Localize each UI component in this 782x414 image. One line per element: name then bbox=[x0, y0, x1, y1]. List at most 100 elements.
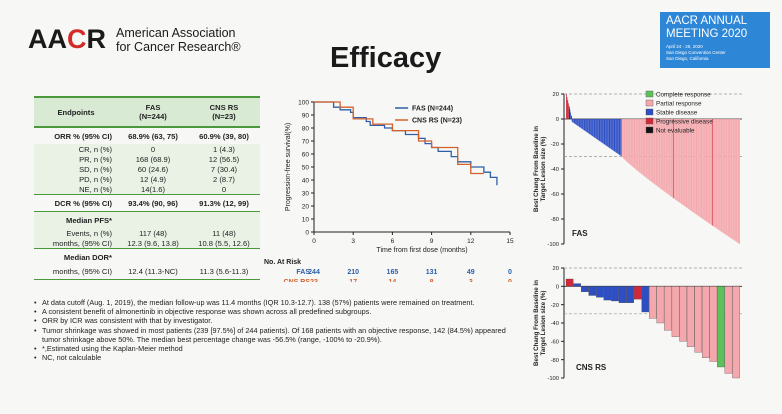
waterfall-bar bbox=[725, 119, 726, 235]
y-tick-label: 20 bbox=[553, 92, 559, 98]
waterfall-bar bbox=[621, 119, 623, 157]
waterfall-bar bbox=[638, 119, 639, 172]
waterfall-bar bbox=[575, 119, 576, 125]
efficacy-table: Endpoints FAS (N=244) CNS RS (N=23) ORR % … bbox=[34, 96, 260, 280]
waterfall-bar bbox=[676, 119, 678, 201]
y-tick-label: 90 bbox=[302, 113, 310, 120]
waterfall-bar bbox=[694, 119, 696, 214]
waterfall-bar bbox=[709, 119, 711, 224]
waterfall-bar bbox=[727, 119, 728, 236]
table-row-ne: NE, n (%) 14(1.6) 0 bbox=[34, 184, 260, 195]
y-axis-label: Best Chang From Baseline in bbox=[533, 126, 540, 212]
waterfall-bar bbox=[671, 286, 680, 337]
waterfall-bar bbox=[711, 119, 713, 226]
km-series-line bbox=[314, 101, 484, 175]
waterfall-bar bbox=[693, 119, 695, 213]
at-risk-value: 49 bbox=[467, 269, 475, 276]
waterfall-bar bbox=[629, 119, 631, 165]
x-axis-label: Time from first dose (months) bbox=[376, 247, 467, 254]
logo-mark: AACR bbox=[28, 24, 106, 54]
waterfall-bar bbox=[690, 119, 691, 211]
waterfall-bar bbox=[614, 119, 616, 152]
waterfall-bar bbox=[702, 119, 703, 219]
waterfall-bar bbox=[737, 119, 738, 243]
waterfall-bar bbox=[700, 119, 701, 218]
waterfall-bar bbox=[583, 119, 585, 131]
at-risk-value: 0 bbox=[508, 279, 512, 282]
waterfall-bar bbox=[623, 119, 624, 159]
waterfall-bar bbox=[596, 119, 598, 140]
waterfall-bar bbox=[600, 119, 601, 142]
waterfall-bar bbox=[697, 119, 699, 216]
waterfall-bar bbox=[724, 286, 733, 374]
waterfall-bar bbox=[700, 119, 702, 218]
at-risk-row-label: FAS bbox=[296, 269, 310, 276]
at-risk-row-label: CNS RS bbox=[284, 279, 311, 282]
org-line-2: for Cancer Research® bbox=[116, 39, 241, 54]
waterfall-bar bbox=[635, 119, 636, 170]
x-tick-label: 3 bbox=[351, 238, 355, 245]
waterfall-bar bbox=[725, 119, 727, 235]
waterfall-bar bbox=[670, 119, 671, 196]
waterfall-bar bbox=[668, 119, 670, 195]
at-risk-value: 210 bbox=[347, 269, 359, 276]
bullet-item: At data cutoff (Aug. 1, 2019), the media… bbox=[34, 298, 512, 307]
waterfall-bar bbox=[648, 119, 650, 180]
waterfall-bar bbox=[631, 119, 633, 167]
meeting-line-2: MEETING 2020 bbox=[666, 28, 748, 40]
waterfall-bar bbox=[588, 286, 597, 296]
waterfall-bar bbox=[622, 119, 624, 158]
y-tick-label: -40 bbox=[551, 167, 559, 173]
waterfall-bar bbox=[584, 119, 586, 131]
waterfall-bar bbox=[618, 119, 619, 155]
waterfall-bar bbox=[674, 119, 676, 200]
waterfall-bar bbox=[573, 119, 575, 124]
table-row-sd: SD, n (%) 60 (24.6) 7 (30.4) bbox=[34, 164, 260, 174]
at-risk-value: 244 bbox=[308, 269, 320, 276]
waterfall-bar bbox=[672, 119, 673, 198]
waterfall-bar bbox=[626, 119, 628, 162]
waterfall-bar bbox=[680, 119, 681, 204]
waterfall-bar bbox=[623, 119, 625, 160]
waterfall-bar bbox=[689, 119, 691, 210]
waterfall-bar bbox=[583, 119, 584, 130]
legend-swatch bbox=[645, 126, 654, 134]
waterfall-bar bbox=[577, 119, 579, 126]
header-cns: CNS RS (N=23) bbox=[188, 96, 260, 128]
waterfall-bar bbox=[650, 119, 651, 182]
waterfall-bar bbox=[701, 119, 703, 219]
waterfall-bar bbox=[692, 119, 693, 212]
waterfall-bar bbox=[628, 119, 629, 164]
waterfall-bar bbox=[666, 119, 668, 194]
y-tick-label: 20 bbox=[302, 204, 310, 211]
waterfall-bar bbox=[608, 119, 610, 148]
waterfall-bar bbox=[705, 119, 707, 222]
waterfall-bar bbox=[610, 119, 611, 149]
bullet-item: Tumor shrinkage was showed in most patie… bbox=[34, 326, 512, 344]
x-tick-label: 6 bbox=[391, 238, 395, 245]
waterfall-bar bbox=[619, 119, 621, 156]
waterfall-bar bbox=[696, 119, 698, 215]
waterfall-bar bbox=[665, 119, 667, 193]
y-tick-label: 100 bbox=[298, 100, 309, 107]
waterfall-bar bbox=[690, 119, 692, 211]
y-tick-label: 10 bbox=[302, 217, 310, 224]
waterfall-bar bbox=[657, 119, 658, 187]
waterfall-bar bbox=[620, 119, 621, 156]
chart-title: FAS bbox=[572, 229, 588, 238]
x-tick-label: 0 bbox=[312, 238, 316, 245]
waterfall-bar bbox=[726, 119, 728, 236]
waterfall-bar bbox=[677, 119, 678, 202]
waterfall-bar bbox=[656, 286, 665, 324]
waterfall-bar bbox=[732, 119, 733, 240]
at-risk-value: 17 bbox=[349, 279, 357, 282]
waterfall-bar bbox=[733, 119, 735, 241]
waterfall-bar bbox=[679, 119, 681, 203]
legend-swatch bbox=[645, 99, 654, 107]
waterfall-bar bbox=[615, 119, 616, 153]
waterfall-bar bbox=[589, 119, 591, 135]
waterfall-bar bbox=[660, 119, 661, 189]
y-tick-label: 30 bbox=[302, 191, 310, 198]
legend-label: FAS (N=244) bbox=[412, 106, 453, 113]
